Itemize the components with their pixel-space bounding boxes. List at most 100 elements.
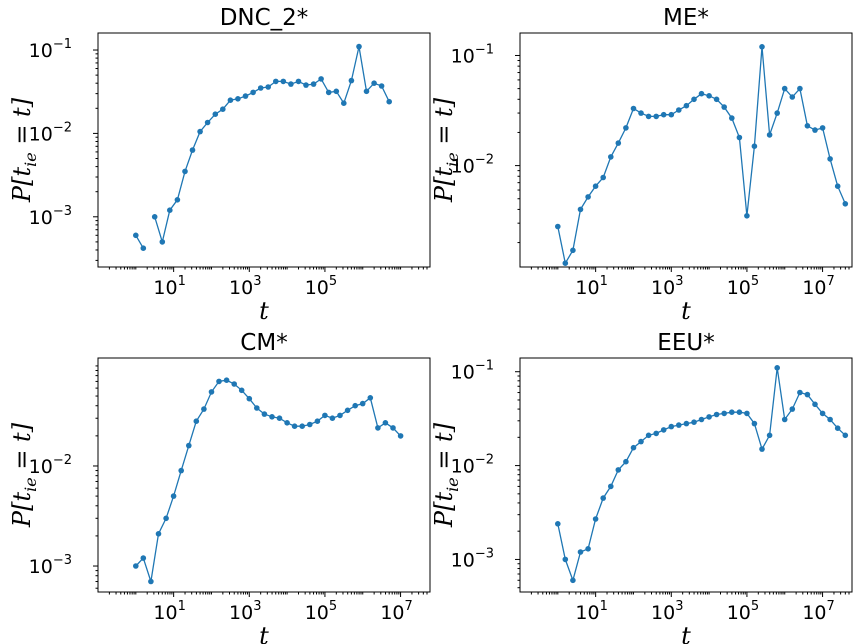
chart-cm-data-point	[368, 395, 374, 401]
chart-eeu-data-point	[729, 409, 735, 415]
chart-dnc2-data-point	[235, 96, 241, 102]
chart-me-data-point	[767, 132, 773, 138]
chart-eeu-data-point	[759, 446, 765, 452]
chart-dnc2-data-point	[190, 147, 196, 153]
chart-eeu-xtick-label: 103	[651, 599, 683, 624]
chart-me-data-point	[669, 112, 675, 118]
chart-eeu-data-point	[676, 422, 682, 428]
chart-me-data-point	[790, 94, 796, 100]
chart-cm-data-point	[390, 425, 396, 431]
chart-eeu-data-point	[752, 421, 758, 427]
chart-me-ylabel: P[tie = t]	[430, 97, 462, 203]
chart-dnc2-axes-frame	[98, 33, 430, 267]
chart-cm-data-point	[345, 408, 351, 414]
chart-dnc2-data-point	[141, 245, 147, 251]
chart-cm-xlabel: t	[259, 622, 269, 644]
chart-eeu-data-point	[714, 412, 720, 418]
chart-me-data-point	[774, 110, 780, 116]
chart-cm-data-point	[163, 516, 169, 522]
chart-dnc2-data-point	[205, 120, 211, 126]
chart-me-xtick-label: 101	[575, 274, 607, 299]
chart-cm-data-point	[209, 389, 215, 395]
chart-eeu-data-point	[774, 365, 780, 371]
chart-eeu-data-point	[782, 417, 788, 423]
chart-cm-title: CM*	[240, 330, 287, 356]
chart-dnc2-data-point	[326, 90, 332, 96]
chart-me-data-point	[661, 112, 667, 118]
chart-eeu-data-point	[563, 557, 569, 563]
chart-cm-data-point	[322, 413, 328, 419]
chart-dnc2-data-point	[182, 169, 188, 175]
chart-eeu-xtick-label: 101	[575, 599, 607, 624]
chart-me-data-point	[699, 91, 705, 97]
chart-cm-data-point	[292, 423, 298, 429]
chart-me-xtick-label: 105	[727, 274, 759, 299]
chart-cm-data-point	[375, 425, 381, 431]
chart-dnc2-data-point	[356, 44, 362, 50]
chart-eeu-ytick-label: 10−3	[451, 546, 494, 571]
chart-cm-ytick-label: 10−3	[29, 553, 72, 578]
chart-me-data-point	[585, 194, 591, 200]
chart-dnc2-title: DNC_2*	[220, 5, 309, 31]
chart-dnc2: DNC_2* 101 103 105 10−3 10−2 10−1 t P[tie = t]	[8, 5, 430, 325]
chart-dnc2-data-point	[296, 79, 302, 85]
chart-me-data-point	[706, 93, 712, 99]
chart-dnc2-data-point	[288, 81, 294, 87]
chart-cm-data-point	[194, 418, 200, 424]
chart-me-data-point	[827, 156, 833, 162]
chart-dnc2-data-point	[250, 90, 256, 96]
chart-me-data-point	[570, 248, 576, 254]
chart-eeu-data-point	[638, 439, 644, 445]
chart-dnc2-data-point	[379, 83, 385, 89]
chart-dnc2-data-point	[160, 239, 166, 245]
chart-me-xlabel: t	[681, 297, 691, 325]
chart-me-data-point	[616, 140, 622, 146]
chart-cm-data-point	[352, 403, 358, 409]
chart-me-data-point	[646, 114, 652, 120]
chart-cm-data-point	[330, 415, 336, 421]
chart-dnc2-data-point	[175, 197, 181, 203]
chart-eeu-data-point	[827, 417, 833, 423]
chart-me-data-point	[638, 110, 644, 116]
chart-eeu-data-point	[653, 431, 659, 437]
chart-eeu-data-point	[737, 409, 743, 415]
chart-me-data-point	[820, 125, 826, 131]
chart-eeu-data-point	[684, 421, 690, 427]
chart-dnc2-data-point	[167, 207, 173, 213]
chart-eeu-data-point	[608, 484, 614, 490]
chart-me-data-point	[744, 213, 750, 219]
chart-dnc2-data-point	[243, 93, 249, 99]
chart-cm-data-point	[284, 420, 290, 426]
chart-dnc2-xlabel: t	[259, 297, 269, 325]
chart-dnc2-xtick-label: 101	[153, 274, 185, 299]
chart-cm-data-point	[398, 433, 404, 439]
chart-me-data-point	[593, 183, 599, 189]
chart-cm-data-point	[307, 422, 313, 428]
chart-cm-data-point	[262, 411, 268, 417]
chart-eeu-data-point	[706, 414, 712, 420]
chart-dnc2-ylabel: P[tie = t]	[8, 97, 40, 203]
chart-me-data-point	[608, 154, 614, 160]
chart-me-xtick-label: 107	[802, 274, 834, 299]
chart-eeu-data-point	[585, 546, 591, 552]
chart-eeu-data-point	[805, 392, 811, 398]
chart-dnc2-data-point	[364, 89, 370, 95]
chart-cm-data-point	[360, 401, 366, 407]
chart-me-data-point	[835, 183, 841, 189]
chart-eeu-xtick-label: 105	[727, 599, 759, 624]
chart-cm-data-point	[186, 443, 192, 449]
chart-dnc2-data-point	[273, 79, 279, 85]
chart-me-ytick-label: 10−1	[451, 42, 494, 67]
chart-eeu-data-point	[555, 521, 561, 527]
chart-me-data-point	[623, 125, 629, 131]
chart-eeu-data-point	[835, 425, 841, 431]
chart-me-data-point	[805, 123, 811, 129]
chart-eeu-data-point	[593, 516, 599, 522]
chart-me-data-point	[691, 97, 697, 103]
chart-me-data-point	[555, 224, 561, 230]
chart-cm: CM*101 103 105 10710−310−2tP[tie = t]	[8, 330, 430, 644]
chart-eeu-data-point	[744, 411, 750, 417]
chart-dnc2-data-point	[220, 106, 226, 112]
chart-eeu-data-point	[721, 411, 727, 417]
chart-me-data-point	[653, 114, 659, 120]
